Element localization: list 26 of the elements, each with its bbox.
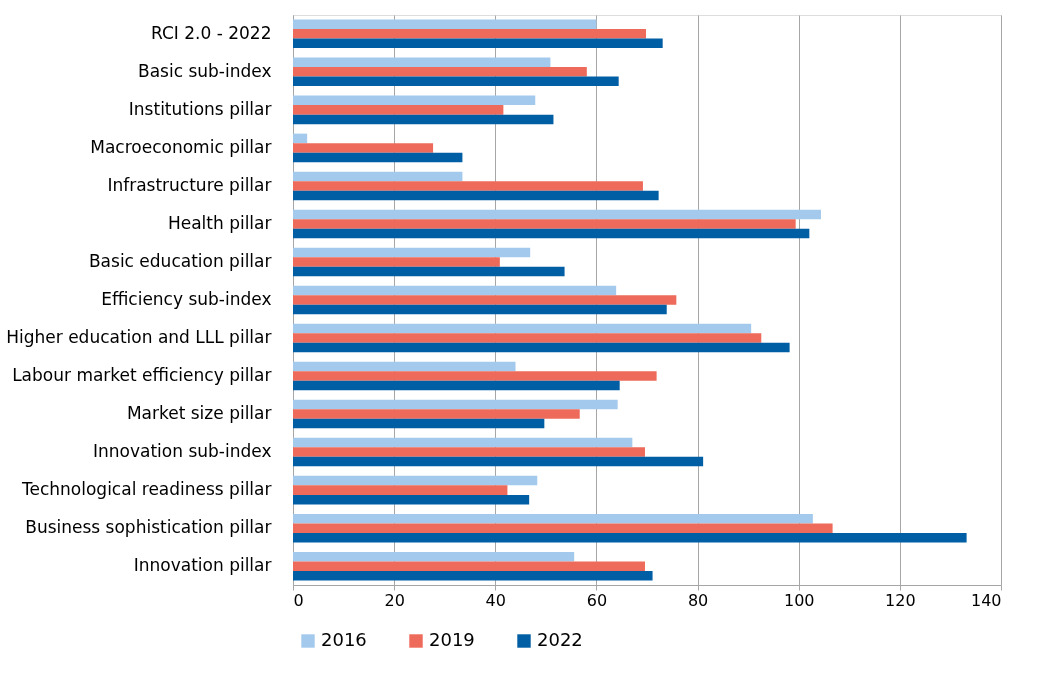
y-tick-label: Innovation pillar [133, 555, 272, 576]
x-tick-label: 100 [783, 590, 815, 610]
y-tick-label: Basic education pillar [88, 250, 272, 271]
x-tick-label: 140 [970, 590, 1002, 610]
x-tick-label: 20 [384, 590, 405, 610]
x-tick-label: 0 [293, 590, 304, 610]
y-tick-label: Market size pillar [126, 403, 272, 424]
y-tick-label: Infrastructure pillar [107, 174, 272, 195]
x-tick-label: 80 [687, 590, 709, 610]
y-tick-label: Efficiency sub-index [101, 289, 272, 309]
x-tick-label: 120 [885, 590, 916, 610]
x-tick-label: 40 [485, 590, 506, 610]
x-tick-label: 60 [586, 590, 608, 610]
y-tick-label: Health pillar [167, 212, 272, 233]
y-tick-label: Institutions pillar [128, 98, 272, 119]
legend-label: 2019 [429, 629, 475, 650]
y-tick-label: Higher education and LLL pillar [6, 327, 272, 348]
y-tick-label: Business sophistication pillar [25, 517, 272, 538]
legend-label: 2022 [537, 629, 583, 650]
y-tick-label: Macroeconomic pillar [90, 136, 272, 157]
y-tick-label: Innovation sub-index [93, 441, 272, 462]
legend-label: 2016 [321, 629, 367, 650]
y-tick-label: RCI 2.0 - 2022 [151, 22, 272, 43]
y-tick-label: Labour market efficiency pillar [12, 365, 272, 386]
y-tick-label: Basic sub-index [138, 60, 272, 81]
y-tick-label: Technological readiness pillar [20, 479, 272, 500]
